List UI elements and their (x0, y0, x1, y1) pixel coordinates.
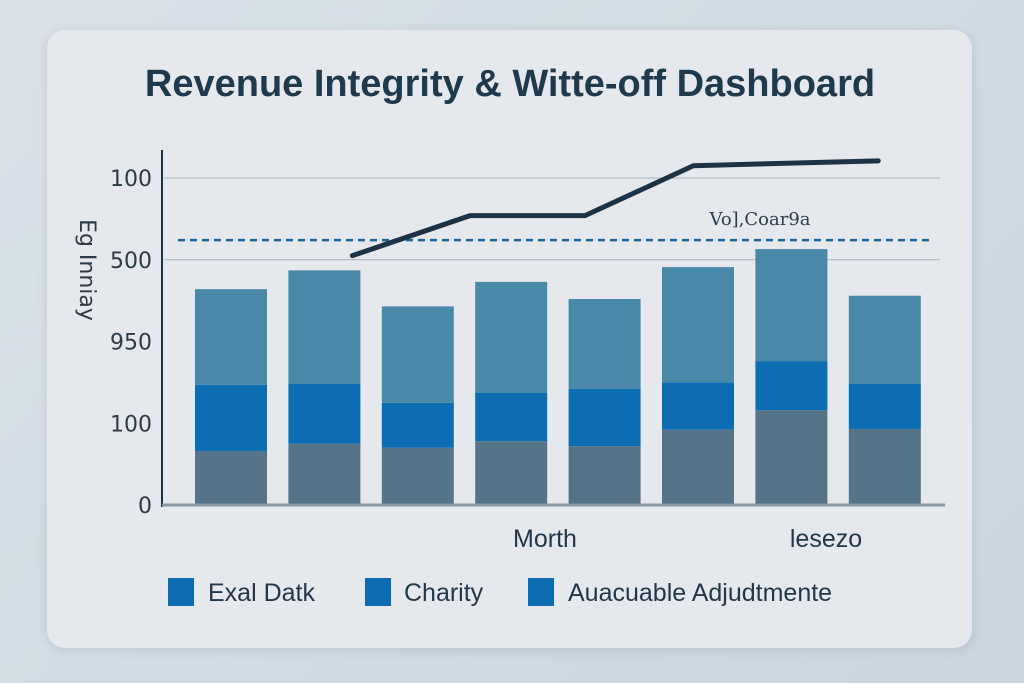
legend-label-charity: Charity (404, 579, 484, 607)
bar-segment-charity (755, 361, 828, 411)
bar-segment-charity (381, 402, 454, 448)
bar-segment-exal-datk (568, 446, 641, 505)
bar-segment-charity (475, 393, 548, 442)
legend-swatch-charity (365, 578, 391, 606)
bar-segment-exal-datk (288, 443, 361, 505)
bar-segment-charity (288, 384, 361, 444)
reference-line-label: Vo],Coar9a (708, 209, 810, 230)
y-tick-label: 950 (110, 331, 152, 356)
bar-segment-exal-datk (848, 428, 921, 505)
bar-segment-auacuable-adjudtmente (195, 289, 267, 385)
y-tick-label: 100 (110, 412, 152, 437)
bar-segment-auacuable-adjudtmente (848, 295, 921, 385)
bar-segment-auacuable-adjudtmente (288, 270, 361, 385)
bar-segment-charity (848, 384, 921, 429)
bar-segment-auacuable-adjudtmente (568, 298, 641, 389)
y-tick-label: 500 (110, 249, 152, 274)
bar-segment-exal-datk (381, 447, 454, 505)
bar-segment-charity (195, 384, 267, 452)
y-axis-label: Eg Inniay (74, 219, 99, 321)
bar-segment-auacuable-adjudtmente (755, 249, 828, 362)
bar-segment-charity (662, 382, 734, 430)
bar-segment-auacuable-adjudtmente (475, 281, 548, 394)
bar-segment-auacuable-adjudtmente (381, 306, 454, 403)
legend-label-auacuable: Auacuable Adjudtmente (568, 579, 832, 607)
chart-title: Revenue Integrity & Witte-off Dashboard (145, 63, 875, 105)
bar-segment-charity (568, 388, 641, 447)
y-tick-label: 0 (138, 494, 152, 519)
y-tick-label: 100 (110, 167, 152, 192)
bar-segment-exal-datk (662, 429, 734, 505)
legend-label-exal-datk: Exal Datk (208, 579, 315, 607)
bar-segment-exal-datk (195, 451, 267, 505)
trend-line (349, 158, 881, 259)
legend-swatch-auacuable (528, 578, 554, 606)
bar-segment-exal-datk (755, 410, 828, 505)
x-axis-label: Morth (513, 525, 577, 553)
bar-segment-exal-datk (475, 441, 548, 505)
bar-segment-auacuable-adjudtmente (662, 267, 734, 383)
legend-swatch-exal-datk (168, 578, 194, 606)
legend: Exal Datk Charity Auacuable Adjudtmente (168, 578, 832, 607)
x-axis-secondary-label: lesezo (790, 525, 862, 553)
